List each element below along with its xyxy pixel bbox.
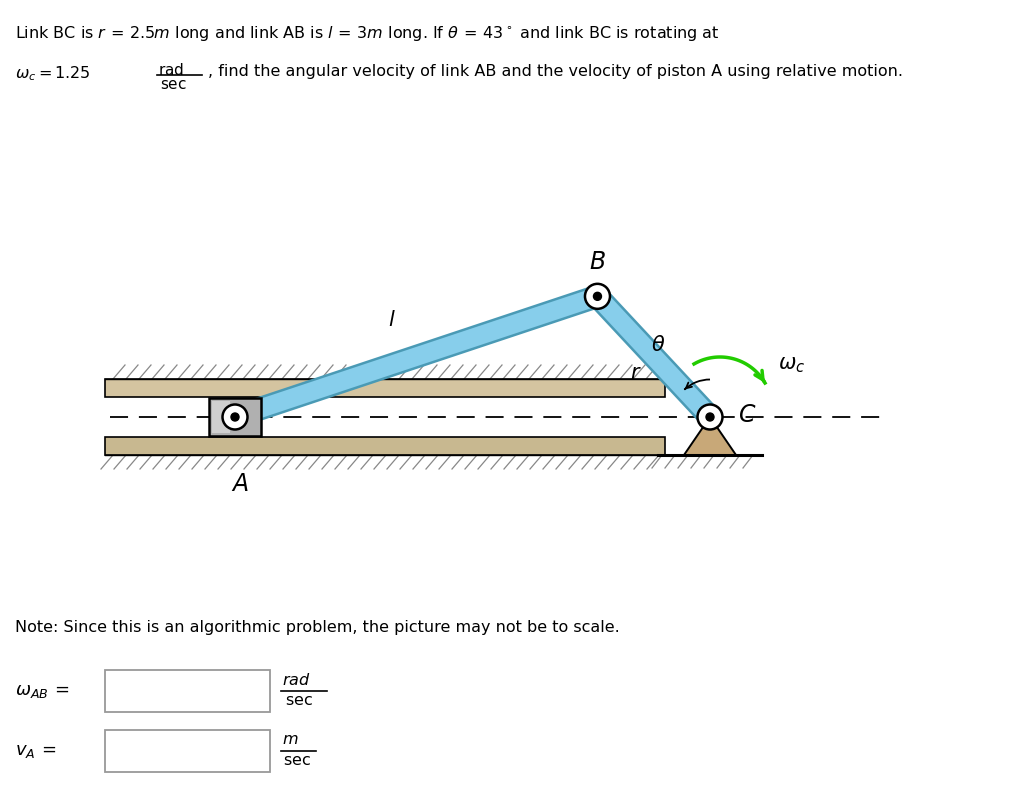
Circle shape <box>697 405 723 429</box>
Text: $\mathit{rad}$: $\mathit{rad}$ <box>282 672 310 688</box>
Text: $\omega_c = 1.25\,$: $\omega_c = 1.25\,$ <box>15 64 90 82</box>
Text: Note: Since this is an algorithmic problem, the picture may not be to scale.: Note: Since this is an algorithmic probl… <box>15 620 620 635</box>
Text: $l$: $l$ <box>388 310 395 330</box>
Bar <box>105 379 665 397</box>
Text: $\mathrm{sec}$: $\mathrm{sec}$ <box>160 77 186 92</box>
Text: $\mathit{m}$: $\mathit{m}$ <box>282 732 299 747</box>
Text: $\mathrm{sec}$: $\mathrm{sec}$ <box>285 693 313 708</box>
Text: $\omega_{AB}\,=$: $\omega_{AB}\,=$ <box>15 682 70 700</box>
Text: $v_A\,=$: $v_A\,=$ <box>15 742 56 760</box>
Text: Link BC is $r\,{=}\,2.5m$ long and link AB is $l\,{=}\,3m$ long. If $\theta\,{=}: Link BC is $r\,{=}\,2.5m$ long and link … <box>15 24 720 43</box>
Text: , find the angular velocity of link AB and the velocity of piston A using relati: , find the angular velocity of link AB a… <box>208 64 903 79</box>
Text: $\omega_c$: $\omega_c$ <box>778 355 806 375</box>
Bar <box>105 730 270 772</box>
Circle shape <box>231 413 239 421</box>
Text: $\mathrm{rad}$: $\mathrm{rad}$ <box>158 62 184 78</box>
Circle shape <box>706 413 714 421</box>
Bar <box>105 437 665 455</box>
Text: $C$: $C$ <box>738 403 757 427</box>
Text: $A$: $A$ <box>231 472 249 496</box>
Bar <box>105 670 270 712</box>
Polygon shape <box>231 287 601 427</box>
Text: $B$: $B$ <box>589 250 606 274</box>
Bar <box>209 398 261 436</box>
Polygon shape <box>590 289 718 425</box>
Text: $\mathrm{sec}$: $\mathrm{sec}$ <box>283 753 311 768</box>
Polygon shape <box>684 417 736 455</box>
Bar <box>212 401 230 433</box>
Text: $\theta$: $\theta$ <box>651 335 666 355</box>
Circle shape <box>585 284 610 309</box>
Circle shape <box>222 405 248 429</box>
Text: $r$: $r$ <box>630 364 641 383</box>
Circle shape <box>594 292 601 300</box>
